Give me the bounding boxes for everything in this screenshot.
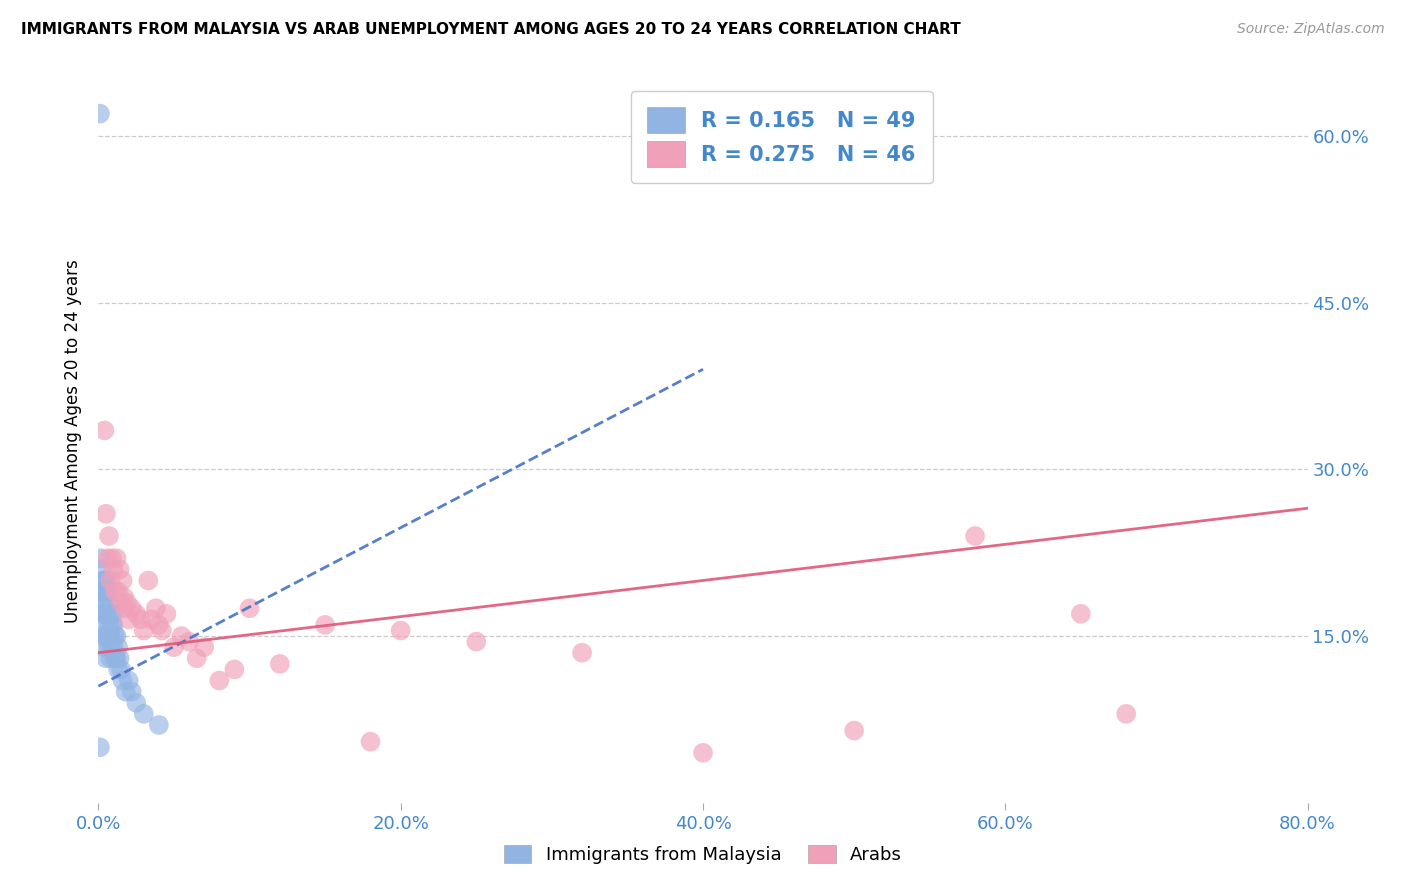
Point	[155, 607, 177, 621]
Point	[193, 640, 215, 655]
Point	[96, 551, 118, 566]
Point	[91, 607, 114, 621]
Point	[111, 574, 134, 588]
Point	[93, 424, 115, 438]
Point	[91, 574, 114, 588]
Point	[110, 662, 132, 676]
Point	[136, 574, 159, 588]
Point	[104, 584, 127, 599]
Point	[844, 723, 866, 738]
Point	[91, 584, 114, 599]
Point	[111, 673, 134, 688]
Point	[90, 551, 112, 566]
Point	[89, 106, 111, 120]
Point	[101, 551, 124, 566]
Point	[125, 696, 148, 710]
Legend: Immigrants from Malaysia, Arabs: Immigrants from Malaysia, Arabs	[495, 836, 911, 873]
Point	[121, 684, 143, 698]
Point	[163, 640, 186, 655]
Point	[170, 629, 193, 643]
Point	[101, 640, 124, 655]
Point	[96, 629, 118, 643]
Point	[132, 624, 155, 638]
Point	[108, 562, 131, 576]
Point	[91, 596, 114, 610]
Point	[105, 629, 128, 643]
Point	[108, 651, 131, 665]
Point	[107, 640, 129, 655]
Point	[93, 574, 115, 588]
Point	[103, 640, 125, 655]
Point	[101, 618, 124, 632]
Point	[107, 584, 129, 599]
Point	[269, 657, 291, 671]
Point	[104, 651, 127, 665]
Point	[965, 529, 987, 543]
Point	[100, 629, 122, 643]
Point	[98, 618, 121, 632]
Point	[94, 629, 117, 643]
Point	[571, 646, 593, 660]
Point	[114, 601, 136, 615]
Point	[112, 590, 135, 604]
Point	[103, 562, 125, 576]
Point	[360, 734, 382, 748]
Point	[150, 624, 173, 638]
Point	[103, 607, 125, 621]
Point	[96, 584, 118, 599]
Point	[148, 718, 170, 732]
Point	[104, 629, 127, 643]
Point	[94, 607, 117, 621]
Point	[91, 629, 114, 643]
Point	[96, 607, 118, 621]
Point	[94, 584, 117, 599]
Point	[314, 618, 336, 632]
Point	[179, 634, 201, 648]
Y-axis label: Unemployment Among Ages 20 to 24 years: Unemployment Among Ages 20 to 24 years	[65, 260, 83, 624]
Point	[107, 662, 129, 676]
Point	[145, 601, 167, 615]
Point	[121, 601, 143, 615]
Point	[105, 551, 128, 566]
Point	[89, 740, 111, 755]
Point	[141, 612, 163, 626]
Point	[100, 574, 122, 588]
Point	[129, 612, 152, 626]
Point	[114, 684, 136, 698]
Point	[90, 562, 112, 576]
Point	[118, 612, 141, 626]
Point	[224, 662, 246, 676]
Point	[98, 596, 121, 610]
Point	[90, 584, 112, 599]
Point	[186, 651, 208, 665]
Point	[93, 596, 115, 610]
Text: Source: ZipAtlas.com: Source: ZipAtlas.com	[1237, 22, 1385, 37]
Point	[98, 529, 121, 543]
Point	[465, 634, 488, 648]
Point	[105, 651, 128, 665]
Point	[93, 607, 115, 621]
Point	[389, 624, 412, 638]
Point	[125, 607, 148, 621]
Point	[1070, 607, 1092, 621]
Point	[94, 651, 117, 665]
Point	[94, 507, 117, 521]
Text: IMMIGRANTS FROM MALAYSIA VS ARAB UNEMPLOYMENT AMONG AGES 20 TO 24 YEARS CORRELAT: IMMIGRANTS FROM MALAYSIA VS ARAB UNEMPLO…	[21, 22, 960, 37]
Point	[148, 618, 170, 632]
Point	[110, 596, 132, 610]
Point	[103, 618, 125, 632]
Point	[115, 596, 138, 610]
Point	[208, 673, 231, 688]
Point	[132, 706, 155, 721]
Point	[692, 746, 714, 760]
Point	[98, 640, 121, 655]
Point	[100, 651, 122, 665]
Point	[1115, 706, 1137, 721]
Point	[118, 673, 141, 688]
Point	[94, 574, 117, 588]
Point	[93, 618, 115, 632]
Point	[239, 601, 262, 615]
Point	[93, 640, 115, 655]
Point	[100, 607, 122, 621]
